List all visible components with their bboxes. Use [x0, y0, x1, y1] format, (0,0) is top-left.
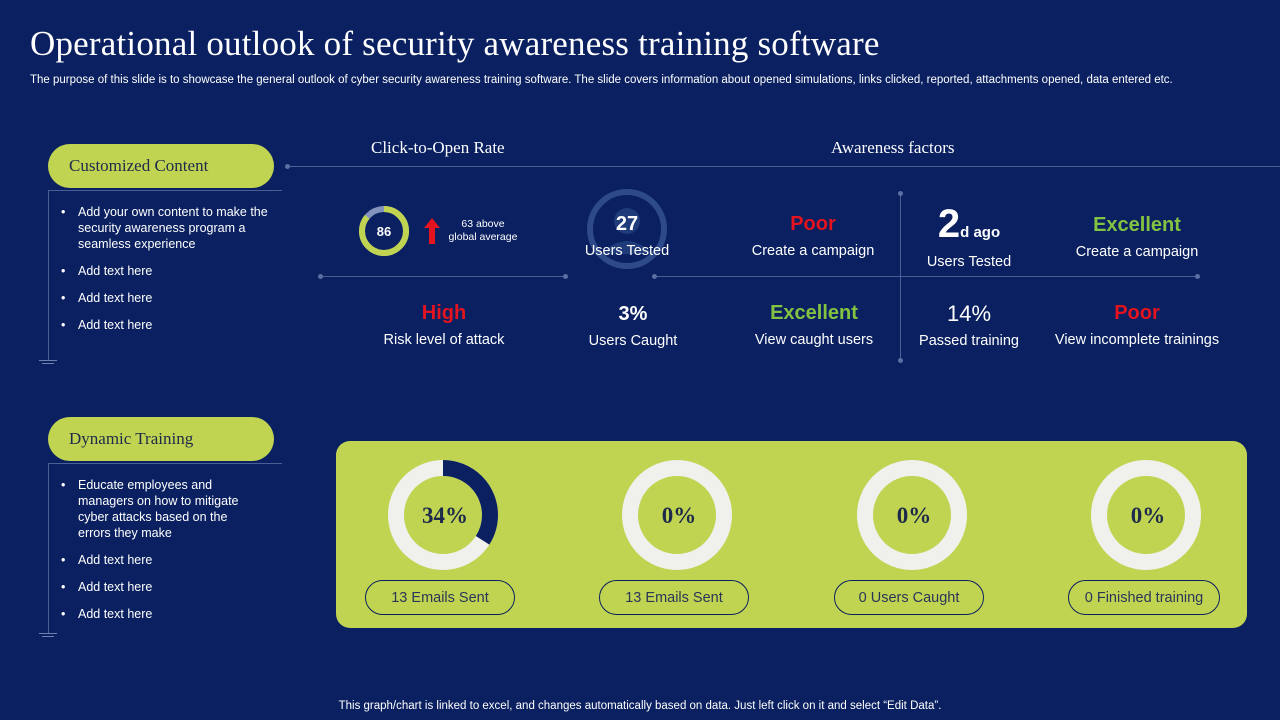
badge-emails-sent: 13 Emails Sent: [365, 580, 515, 615]
metric-value: Poor: [1114, 302, 1160, 324]
metric-value-unit: d ago: [960, 224, 1001, 241]
divider: [48, 463, 49, 633]
list-item: Educate employees and managers on how to…: [59, 477, 259, 541]
dot: [652, 274, 657, 279]
metric-value-big: 2: [937, 202, 961, 246]
metric-users-caught: 3% Users Caught: [589, 302, 678, 349]
donut-track: [857, 460, 967, 570]
list-item: Add text here: [59, 263, 274, 279]
dot: [898, 358, 903, 363]
section-pill-dynamic-training: Dynamic Training: [48, 417, 274, 461]
metric-label: View caught users: [754, 332, 874, 348]
metric-label: View incomplete trainings: [1054, 332, 1220, 348]
list-item: Add text here: [59, 552, 259, 568]
metric-label: Passed training: [919, 333, 1019, 349]
donut-track: [1091, 460, 1201, 570]
bullet-list-dynamic-training: Educate employees and managers on how to…: [59, 477, 259, 633]
list-item: Add your own content to make the securit…: [59, 204, 274, 252]
metric-passed-training: 14% Passed training: [919, 301, 1019, 350]
list-item: Add text here: [59, 317, 274, 333]
divider: [654, 276, 1198, 277]
metric-label: Users Tested: [584, 243, 670, 259]
list-item: Add text here: [59, 606, 259, 622]
dot: [318, 274, 323, 279]
donut-percent: 0%: [662, 503, 697, 528]
metric-value: High: [421, 302, 467, 324]
dot: [563, 274, 568, 279]
metric-value: 27: [615, 213, 639, 235]
metric-value: 2d ago: [927, 202, 1011, 255]
note-line: 63 above: [461, 218, 505, 230]
metric-campaign-poor: Poor Create a campaign: [752, 212, 875, 259]
list-item: Add text here: [59, 579, 259, 595]
section-label: Dynamic Training: [69, 429, 194, 448]
divider: [48, 190, 282, 191]
metric-value: 3%: [618, 303, 648, 325]
metric-label: Create a campaign: [1075, 244, 1199, 260]
click-rate-gauge: 86: [359, 206, 409, 256]
footer-note: This graph/chart is linked to excel, and…: [338, 700, 942, 712]
donut-percent: 0%: [1131, 503, 1166, 528]
donut-chart: 0%: [1091, 460, 1201, 570]
donut-percent: 0%: [897, 503, 932, 528]
dot: [898, 191, 903, 196]
metric-risk-level: High Risk level of attack: [384, 301, 505, 348]
list-item: Add text here: [59, 290, 274, 306]
dot: [285, 164, 290, 169]
user-icon: [587, 189, 667, 269]
metric-value: Excellent: [1093, 214, 1181, 236]
page-title: Operational outlook of security awarenes…: [30, 24, 880, 63]
metric-label: Users Tested: [926, 254, 1012, 270]
gauge-value: 86: [377, 224, 391, 239]
arrow-up-icon: [424, 218, 440, 244]
bullet-list-customized-content: Add your own content to make the securit…: [59, 204, 274, 344]
divider: [320, 276, 566, 277]
section-label: Customized Content: [69, 156, 209, 175]
donut-chart: 0%: [622, 460, 732, 570]
section-pill-customized-content: Customized Content: [48, 144, 274, 188]
metric-value: Poor: [790, 213, 836, 235]
metric-incomplete-trainings: Poor View incomplete trainings: [1055, 301, 1219, 348]
divider: [48, 463, 282, 464]
gauge-fill: [359, 206, 409, 256]
header-click-to-open-rate: Click-to-Open Rate: [371, 138, 505, 157]
metric-value: 14%: [946, 301, 992, 326]
donut-percent: 34%: [422, 503, 468, 528]
ground-icon: [39, 633, 57, 639]
page-subtitle: The purpose of this slide is to showcase…: [30, 74, 1173, 86]
divider: [288, 166, 1280, 167]
metric-label: Risk level of attack: [383, 332, 505, 348]
dot: [1195, 274, 1200, 279]
donut-fill: [388, 460, 498, 570]
donut-track: [622, 460, 732, 570]
donut-chart: 34%: [388, 460, 498, 570]
metric-label: Users Caught: [588, 333, 678, 349]
badge-emails-sent: 13 Emails Sent: [599, 580, 749, 615]
global-average-note: 63 above global average: [449, 218, 518, 244]
note-line: global average: [448, 231, 518, 243]
metric-view-caught-users: Excellent View caught users: [755, 301, 873, 348]
donut-chart: 0%: [857, 460, 967, 570]
metric-users-tested: 27 Users Tested: [585, 212, 669, 259]
metric-value: Excellent: [770, 302, 858, 324]
metric-label: Create a campaign: [751, 243, 875, 259]
header-awareness-factors: Awareness factors: [831, 138, 955, 157]
badge-users-caught: 0 Users Caught: [834, 580, 984, 615]
metric-campaign-excellent: Excellent Create a campaign: [1076, 213, 1199, 260]
divider: [48, 190, 49, 360]
badge-finished-training: 0 Finished training: [1068, 580, 1220, 615]
divider: [900, 193, 901, 361]
metric-last-tested: 2d ago Users Tested: [927, 202, 1011, 270]
ground-icon: [39, 360, 57, 366]
